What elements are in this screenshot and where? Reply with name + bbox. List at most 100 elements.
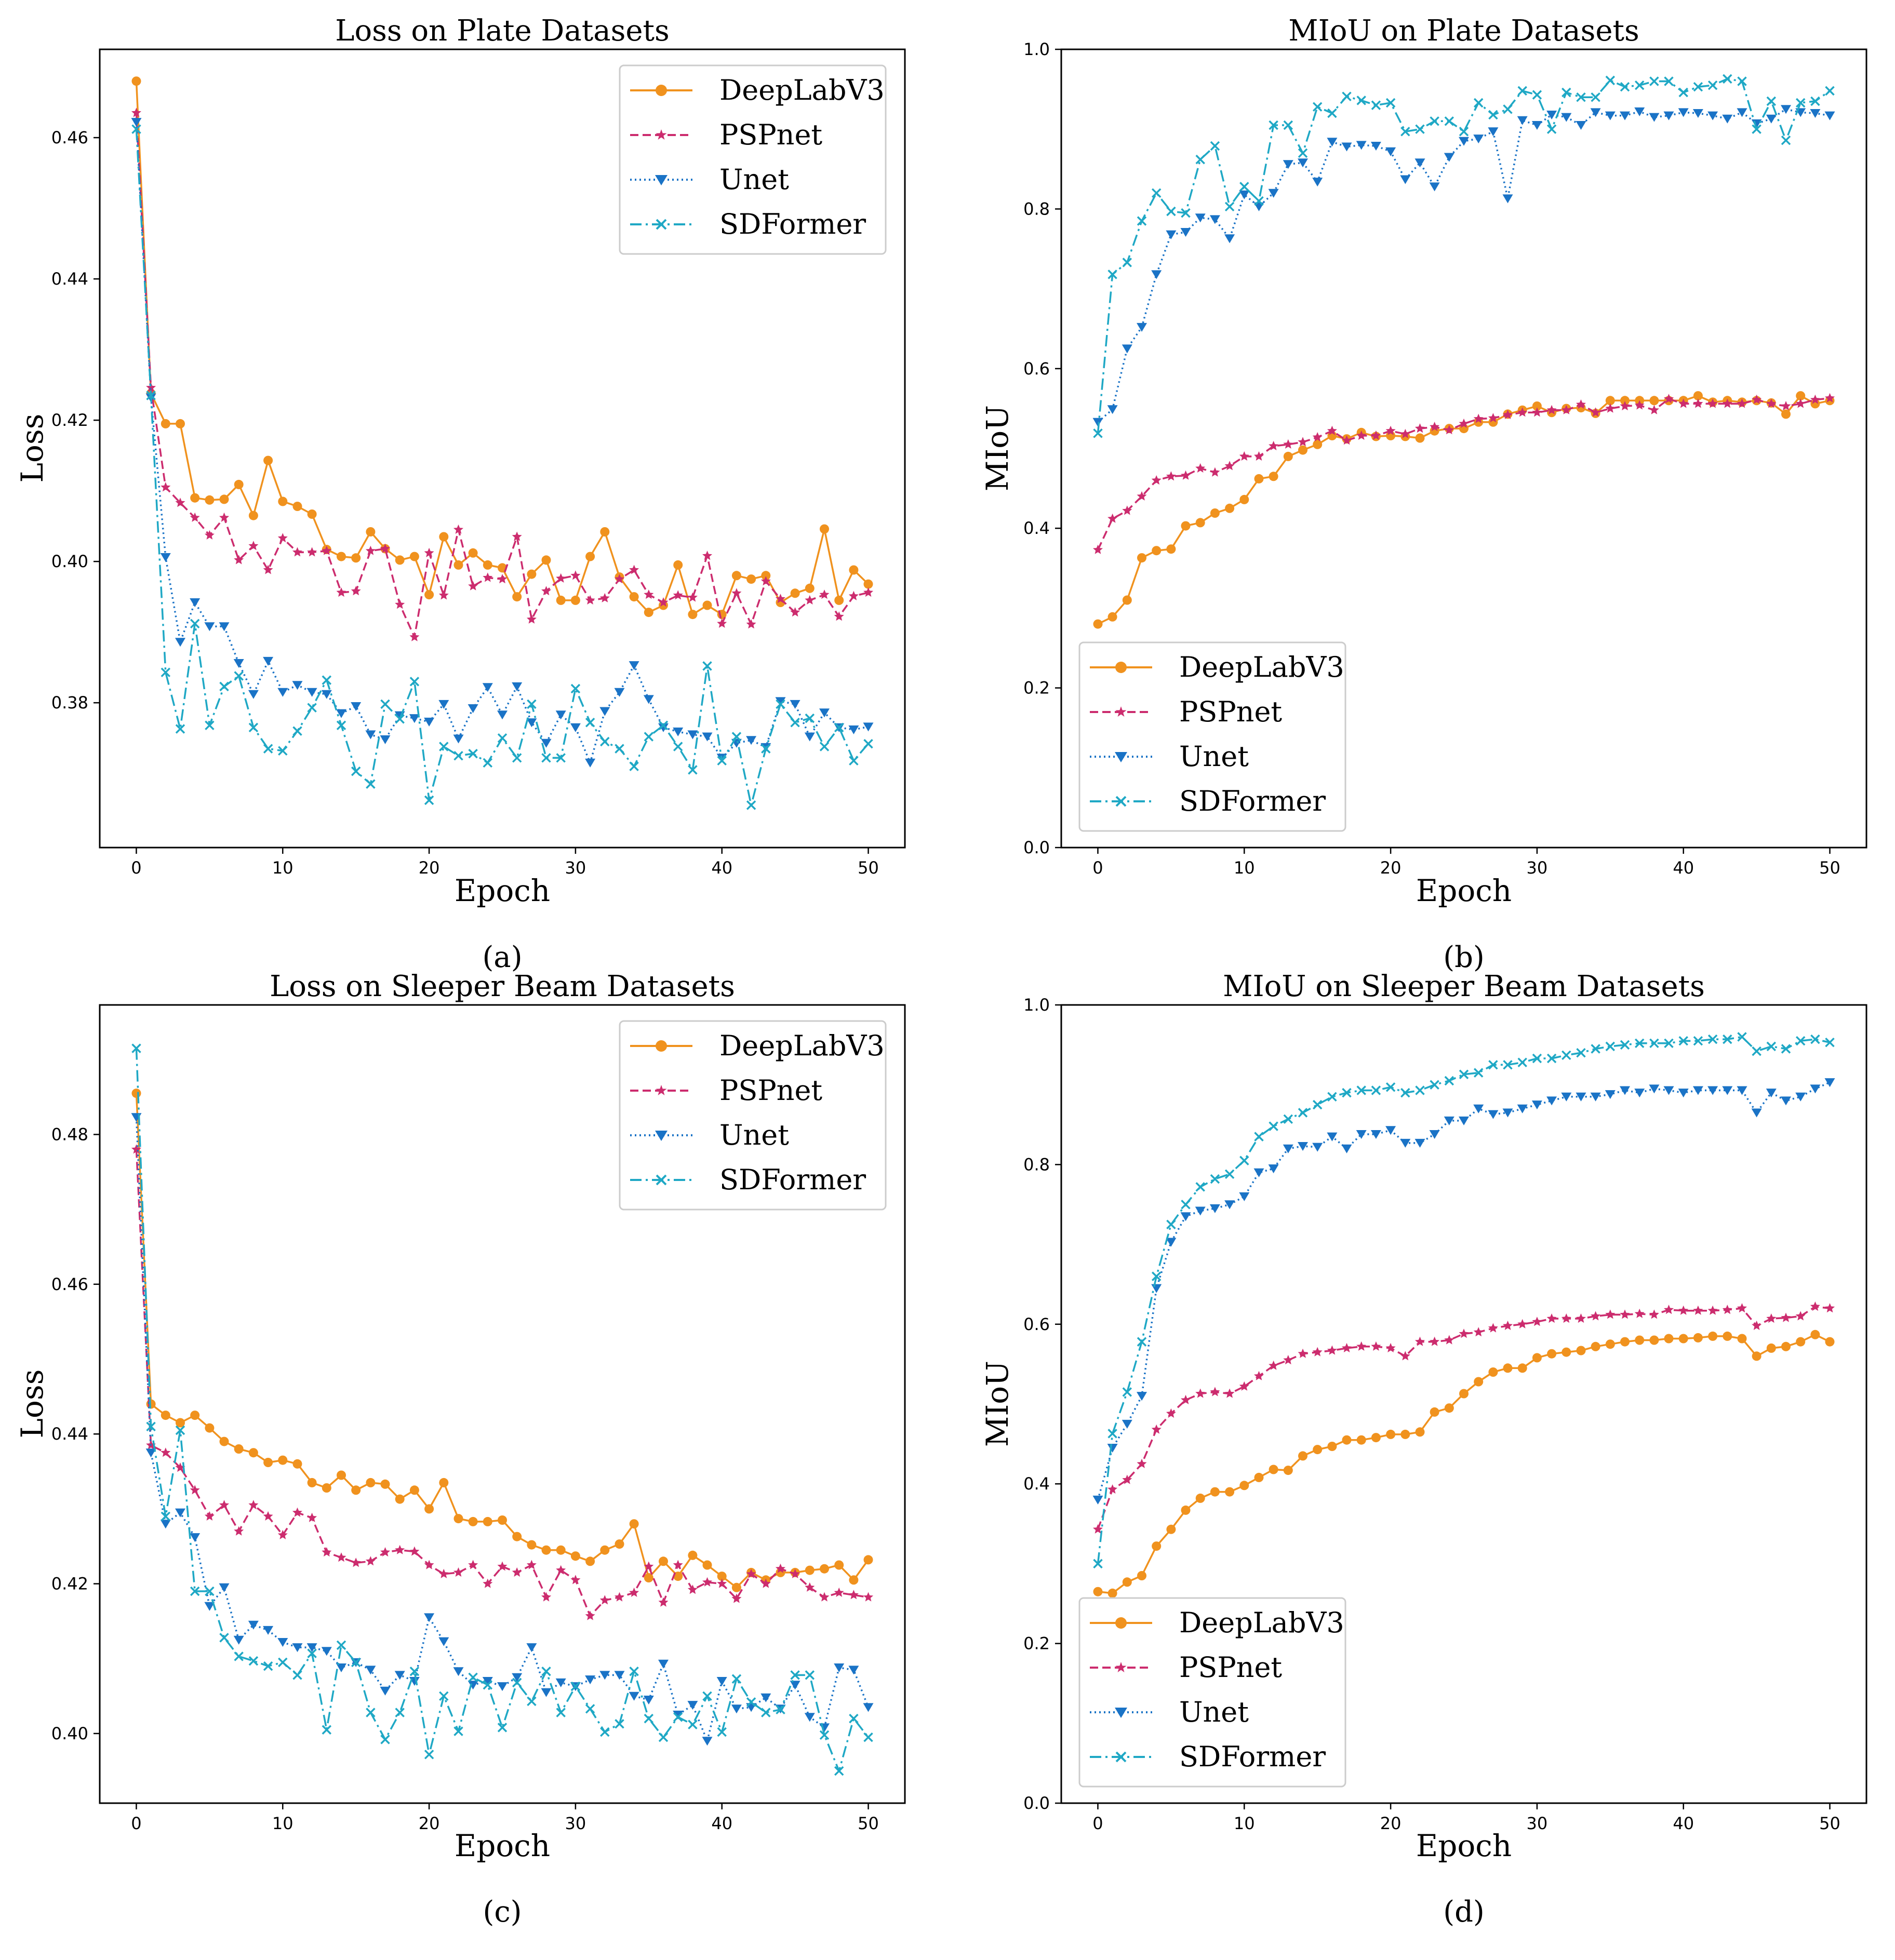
data-point-deeplabv3: [1356, 1435, 1366, 1445]
data-point-pspnet: [717, 1578, 727, 1588]
data-point-pspnet: [380, 543, 391, 553]
data-point-unet: [863, 722, 874, 732]
data-point-sdformer: [1488, 1060, 1498, 1070]
data-point-unet: [1620, 111, 1630, 120]
data-point-pspnet: [819, 1592, 830, 1602]
data-point-unet: [1312, 178, 1323, 187]
data-point-sdformer: [1473, 1068, 1484, 1078]
y-tick-label: 0.6: [1023, 359, 1050, 379]
x-tick-label: 50: [1819, 858, 1840, 878]
data-point-sdformer: [600, 736, 610, 747]
data-point-sdformer: [615, 744, 624, 754]
data-point-pspnet: [570, 1575, 581, 1585]
legend-entry-pspnet: PSPnet: [1090, 695, 1282, 728]
data-point-sdformer: [673, 742, 683, 751]
data-point-sdformer: [1649, 1038, 1659, 1049]
data-point-sdformer: [1693, 1036, 1703, 1046]
data-point-deeplabv3: [1532, 401, 1542, 411]
data-point-deeplabv3: [1781, 1341, 1791, 1351]
data-point-deeplabv3: [1664, 1334, 1674, 1344]
data-point-deeplabv3: [1474, 417, 1484, 427]
data-point-deeplabv3: [512, 592, 522, 602]
data-point-sdformer: [234, 1652, 244, 1661]
data-point-pspnet: [322, 1547, 332, 1557]
data-point-deeplabv3: [1415, 1427, 1425, 1437]
y-tick-label: 1.0: [1023, 39, 1050, 59]
data-point-sdformer: [1649, 76, 1659, 86]
data-point-unet: [1400, 175, 1411, 184]
y-tick-label: 0.8: [1023, 199, 1050, 219]
data-point-deeplabv3: [1503, 1363, 1513, 1373]
data-point-pspnet: [219, 1500, 230, 1510]
data-point-pspnet: [1210, 1387, 1220, 1397]
data-point-deeplabv3: [1459, 1389, 1469, 1399]
data-point-sdformer: [644, 732, 654, 742]
data-point-sdformer: [629, 1666, 639, 1676]
legend-marker-unet: [655, 1131, 668, 1141]
x-tick-label: 10: [272, 1814, 293, 1833]
legend-entry-unet: Unet: [630, 163, 789, 196]
data-point-deeplabv3: [439, 1478, 449, 1487]
data-point-unet: [1239, 1192, 1250, 1201]
data-point-unet: [1459, 137, 1469, 146]
data-point-sdformer: [1605, 1041, 1616, 1052]
data-point-pspnet: [702, 551, 713, 560]
data-point-sdformer: [468, 748, 478, 759]
data-point-deeplabv3: [1327, 1442, 1337, 1451]
data-point-pspnet: [175, 498, 185, 507]
data-point-unet: [1283, 160, 1293, 169]
data-point-deeplabv3: [1166, 544, 1176, 554]
data-point-pspnet: [365, 1556, 376, 1566]
legend-entry-pspnet: PSPnet: [630, 1074, 822, 1107]
legend-label-deeplabv3: DeepLabV3: [719, 1029, 885, 1062]
data-point-pspnet: [1649, 1309, 1659, 1319]
legend-label-unet: Unet: [719, 1119, 789, 1151]
data-point-deeplabv3: [688, 610, 698, 620]
data-point-pspnet: [1371, 1341, 1381, 1351]
data-point-unet: [1795, 1092, 1806, 1102]
data-point-pspnet: [658, 1597, 669, 1607]
data-point-unet: [424, 1613, 435, 1622]
data-point-pspnet: [1181, 1394, 1191, 1404]
data-point-deeplabv3: [834, 595, 844, 605]
data-point-sdformer: [776, 1704, 785, 1715]
data-point-sdformer: [805, 713, 815, 723]
legend-label-deeplabv3: DeepLabV3: [1179, 1606, 1344, 1639]
series-markers-deeplabv3: [131, 1089, 873, 1592]
y-tick-label: 0.44: [51, 269, 88, 289]
data-point-deeplabv3: [1210, 1487, 1220, 1497]
series-markers-sdformer: [131, 1043, 873, 1776]
data-point-sdformer: [1546, 1053, 1557, 1064]
data-point-sdformer: [1444, 116, 1454, 126]
x-tick-label: 10: [1234, 858, 1255, 878]
data-point-unet: [1224, 1200, 1235, 1210]
data-point-unet: [1151, 270, 1162, 279]
data-point-unet: [804, 732, 815, 742]
data-point-pspnet: [1444, 1335, 1454, 1345]
data-point-deeplabv3: [1093, 619, 1103, 629]
data-point-unet: [1561, 113, 1572, 122]
data-point-unet: [1737, 108, 1747, 117]
data-point-pspnet: [1166, 1408, 1176, 1418]
data-point-unet: [1298, 158, 1308, 168]
data-point-sdformer: [1239, 1156, 1249, 1165]
data-point-unet: [204, 622, 215, 632]
data-point-pspnet: [1546, 1313, 1557, 1323]
data-point-pspnet: [453, 524, 463, 534]
data-point-sdformer: [1488, 110, 1498, 120]
data-point-pspnet: [1825, 1303, 1835, 1313]
data-point-unet: [175, 638, 185, 647]
data-point-sdformer: [161, 667, 171, 677]
data-point-unet: [1298, 1142, 1308, 1151]
data-point-unet: [277, 1638, 288, 1647]
data-point-sdformer: [1283, 120, 1293, 130]
data-point-sdformer: [1151, 1271, 1162, 1281]
data-point-pspnet: [277, 533, 288, 543]
data-point-pspnet: [1605, 403, 1616, 413]
data-point-pspnet: [175, 1462, 185, 1472]
legend-box: [1078, 1597, 1346, 1788]
axis-ticks: 0 10 20 30 40 50 0.0 0.2 0.4 0.6 0.8 1.0: [1023, 995, 1840, 1833]
data-point-pspnet: [248, 541, 259, 551]
data-point-deeplabv3: [453, 560, 463, 570]
data-point-sdformer: [1591, 1044, 1600, 1054]
